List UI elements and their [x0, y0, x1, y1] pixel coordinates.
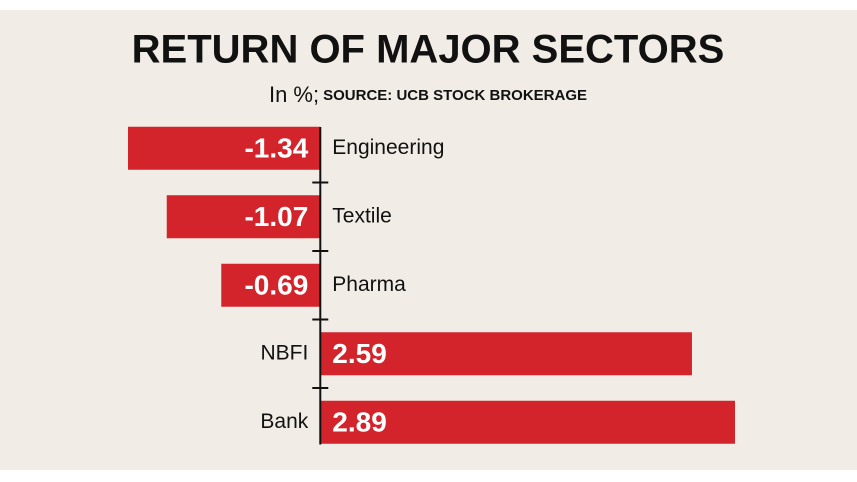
- background: [0, 10, 857, 470]
- unit-note: In %;: [269, 82, 319, 107]
- value-label: -1.34: [244, 133, 308, 164]
- value-label: 2.89: [332, 407, 387, 438]
- value-label: 2.59: [332, 338, 387, 369]
- bar: [320, 400, 735, 444]
- category-label: NBFI: [260, 341, 308, 364]
- source-note: SOURCE: UCB STOCK BROKERAGE: [323, 87, 587, 104]
- bar: [128, 126, 321, 170]
- bar: [320, 332, 692, 376]
- value-label: -0.69: [244, 270, 308, 301]
- bar: [166, 195, 321, 239]
- category-label: Engineering: [332, 136, 444, 159]
- value-label: -1.07: [244, 201, 308, 232]
- chart-title: RETURN OF MAJOR SECTORS: [132, 28, 725, 72]
- bar: [221, 263, 321, 307]
- category-label: Textile: [332, 204, 392, 227]
- category-label: Pharma: [332, 273, 406, 296]
- chart-subtitle: In %; SOURCE: UCB STOCK BROKERAGE: [269, 82, 587, 107]
- category-label: Bank: [260, 410, 308, 433]
